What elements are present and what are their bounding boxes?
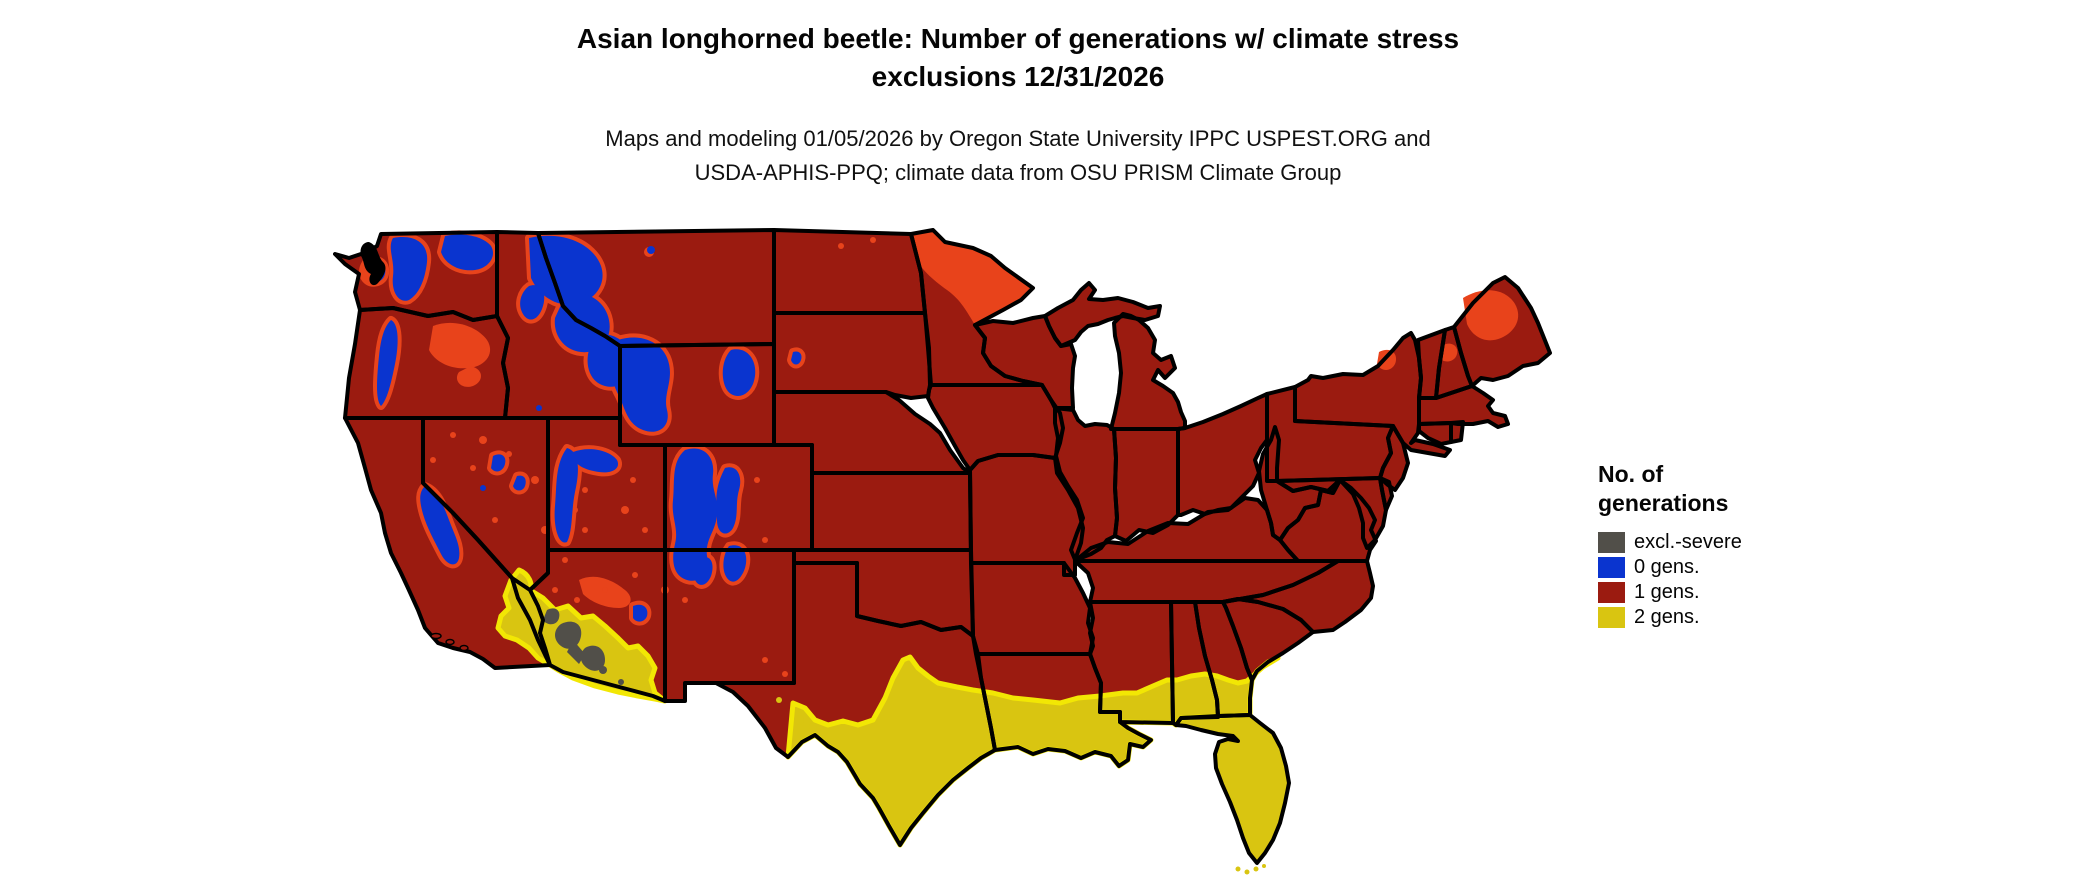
- region-0gens-dot: [480, 485, 486, 491]
- title-line-2: exclusions 12/31/2026: [871, 61, 1165, 92]
- state-oregon: [345, 308, 508, 418]
- florida-keys-dot: [1244, 869, 1250, 875]
- florida-keys-dot: [1235, 866, 1241, 872]
- legend-item-1-gens: 1 gens.: [1598, 580, 1828, 605]
- florida-keys-dot: [1253, 866, 1259, 872]
- legend-item-0-gens: 0 gens.: [1598, 555, 1828, 580]
- legend: No. of generations excl.-severe 0 gens. …: [1598, 460, 1828, 630]
- region-excl-severe-dot: [599, 666, 607, 674]
- channel-island: [445, 638, 455, 646]
- zero-generations-zones: [371, 234, 802, 622]
- region-2gens-speck: [809, 723, 817, 731]
- legend-title-line-2: generations: [1598, 490, 1729, 516]
- legend-item-2-gens: 2 gens.: [1598, 605, 1828, 630]
- region-2gens-speck: [776, 697, 782, 703]
- subtitle-line-1: Maps and modeling 01/05/2026 by Oregon S…: [605, 126, 1431, 151]
- channel-island: [430, 632, 442, 640]
- legend-swatch-0-gens: [1598, 557, 1625, 578]
- florida-keys-dot: [1262, 864, 1266, 868]
- legend-item-excl-severe: excl.-severe: [1598, 530, 1828, 555]
- legend-swatch-2-gens: [1598, 607, 1625, 628]
- region-excl-severe-dot: [618, 679, 624, 685]
- region-2gens-speck: [794, 715, 804, 725]
- channel-island: [459, 644, 469, 652]
- state-kansas: [812, 473, 971, 550]
- region-0gens-dot: [536, 405, 542, 411]
- us-map-container: [333, 228, 1563, 878]
- legend-swatch-excl-severe: [1598, 532, 1625, 553]
- title-line-1: Asian longhorned beetle: Number of gener…: [576, 23, 1460, 54]
- coastal-details: [360, 242, 469, 652]
- legend-label-0-gens: 0 gens.: [1634, 556, 1700, 578]
- legend-label-excl-severe: excl.-severe: [1634, 531, 1742, 553]
- figure-title: Asian longhorned beetle: Number of gener…: [318, 20, 1718, 96]
- legend-title: No. of generations: [1598, 460, 1828, 518]
- legend-label-1-gens: 1 gens.: [1634, 581, 1700, 603]
- region-0gens-dot: [647, 246, 655, 254]
- puget-sound-inlets: [360, 242, 386, 286]
- legend-label-2-gens: 2 gens.: [1634, 606, 1700, 628]
- subtitle-line-2: USDA-APHIS-PPQ; climate data from OSU PR…: [694, 160, 1342, 185]
- legend-title-line-1: No. of: [1598, 461, 1664, 487]
- figure-subtitle: Maps and modeling 01/05/2026 by Oregon S…: [318, 122, 1718, 190]
- us-generations-map: [333, 228, 1552, 875]
- legend-swatch-1-gens: [1598, 582, 1625, 603]
- state-north-dakota: [774, 230, 925, 313]
- excluded-severe-zones: [543, 608, 624, 685]
- two-generations-specks: [776, 697, 1266, 875]
